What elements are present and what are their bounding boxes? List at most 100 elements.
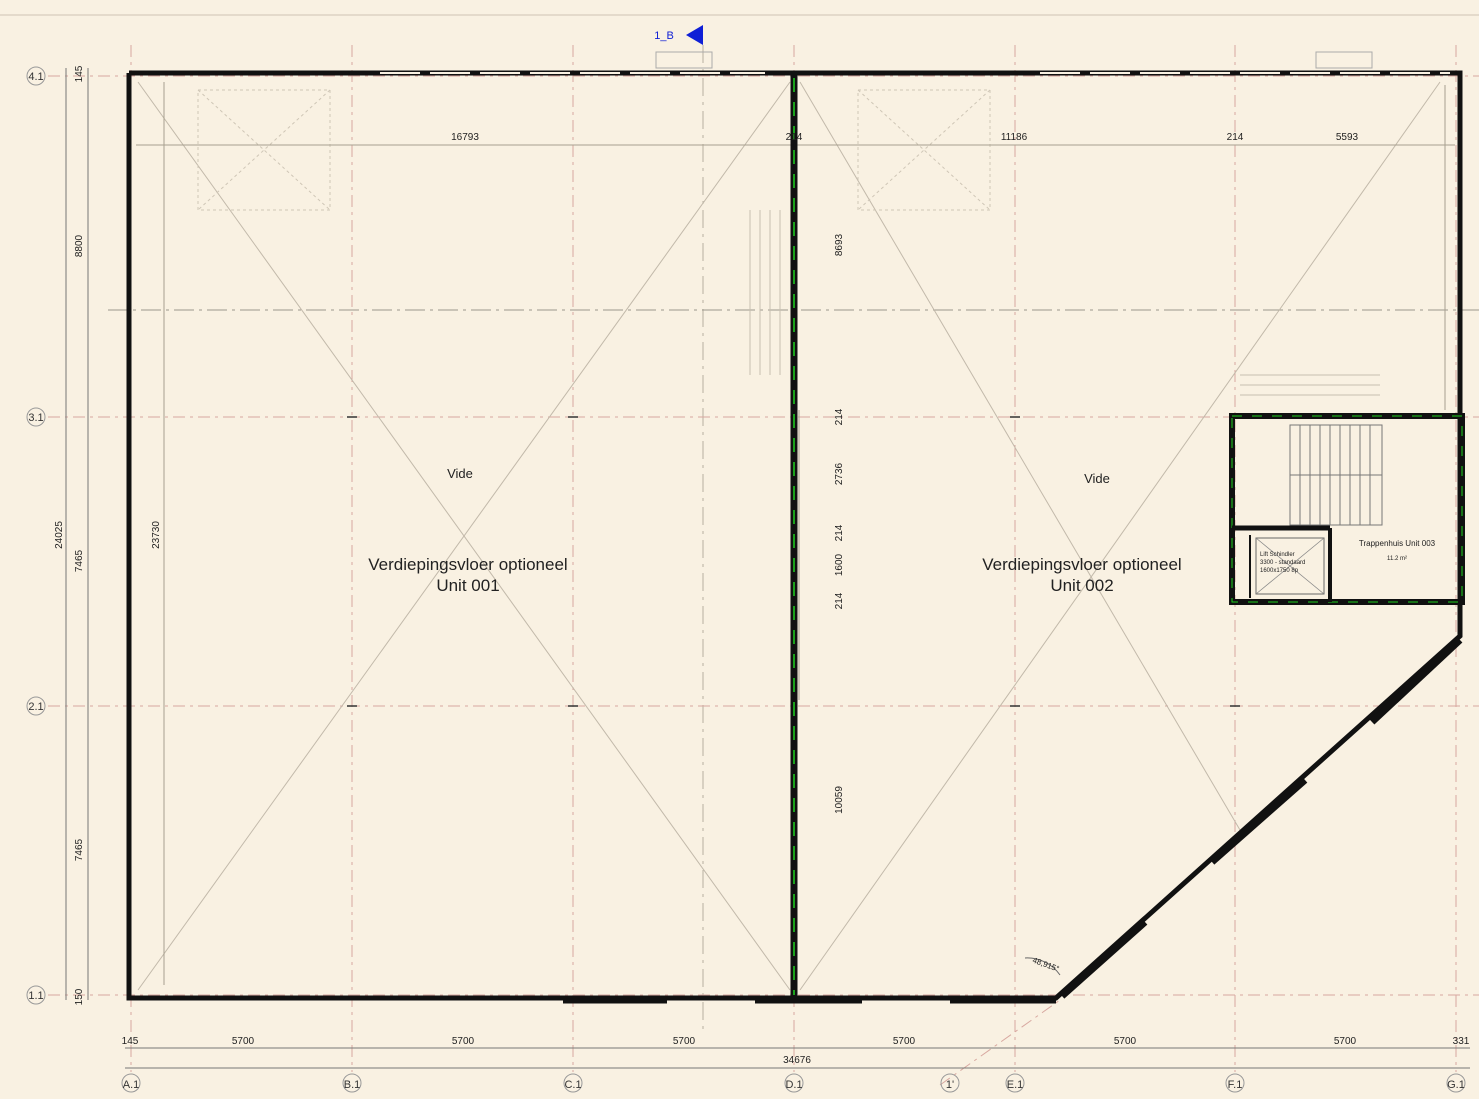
vide-cross-2a bbox=[799, 81, 1241, 831]
lift-line3: 1600x1750 8p bbox=[1260, 568, 1299, 574]
row-label-3: 3.1 bbox=[28, 412, 43, 424]
left-dim-4: 150 bbox=[74, 988, 85, 1005]
grid-bubble-a bbox=[121, 1073, 141, 1093]
stair-stub bbox=[749, 210, 1380, 396]
bottom-dim-total-label: 34676 bbox=[783, 1055, 811, 1066]
stair-core-centerline bbox=[1231, 415, 1463, 603]
lift-car bbox=[1255, 537, 1325, 595]
section-marker-arrow-b bbox=[686, 35, 703, 45]
lift-line1: Lift Schindler bbox=[1260, 552, 1295, 558]
bottom-dim-lines bbox=[125, 1047, 1470, 1069]
grid-label-f: F.1 bbox=[1228, 1079, 1243, 1091]
top-dims: 16793 214 11186 214 5593 bbox=[451, 132, 1358, 143]
grid-bubble-d bbox=[784, 1073, 804, 1093]
mid-dim-2: 2736 bbox=[834, 462, 845, 485]
bottom-dim-2: 5700 bbox=[452, 1036, 475, 1047]
left-dim-0: 145 bbox=[74, 65, 85, 82]
thick-wall-segments bbox=[563, 637, 1463, 1004]
grid-label-1prime: 1' bbox=[946, 1079, 954, 1091]
row-bubble-4 bbox=[26, 66, 46, 86]
lift-diag-b bbox=[1255, 537, 1325, 595]
row-label-1: 1.1 bbox=[28, 990, 43, 1002]
grid-row-bubbles: 4.1 3.1 2.1 1.1 bbox=[26, 66, 46, 1005]
grid-bubble-g bbox=[1446, 1073, 1466, 1093]
grid-bubble-c bbox=[563, 1073, 583, 1093]
top-dim-0: 16793 bbox=[451, 132, 479, 143]
grid-bubble-b bbox=[342, 1073, 362, 1093]
bottom-dim-1: 5700 bbox=[232, 1036, 255, 1047]
unit-001-line1: Verdiepingsvloer optioneel bbox=[368, 555, 567, 574]
left-dim-lines bbox=[65, 68, 89, 1000]
skylight-1 bbox=[197, 89, 331, 211]
grid-label-e: E.1 bbox=[1007, 1079, 1024, 1091]
wall-seg-5 bbox=[1209, 777, 1308, 865]
left-dims: 145 8800 7465 7465 150 24025 23730 bbox=[54, 65, 162, 1005]
unit-002-line1: Verdiepingsvloer optioneel bbox=[982, 555, 1181, 574]
grid-label-g: G.1 bbox=[1447, 1079, 1465, 1091]
unit-001-line2: Unit 001 bbox=[436, 576, 499, 595]
lift-line2: 3300 - standaard bbox=[1260, 560, 1305, 566]
top-dim-3: 214 bbox=[1227, 132, 1244, 143]
row-label-2: 2.1 bbox=[28, 701, 43, 713]
unit-001-vide: Vide bbox=[447, 466, 473, 481]
middle-dims: 8693 214 2736 214 1600 214 10059 bbox=[834, 233, 845, 813]
grid-label-a: A.1 bbox=[123, 1079, 140, 1091]
stair-treads bbox=[1289, 424, 1383, 526]
top-dim-2: 11186 bbox=[1001, 132, 1028, 143]
stair-core-wall bbox=[1229, 413, 1465, 605]
wall-seg-4 bbox=[1059, 919, 1148, 999]
stair-room-area: 11.2 m² bbox=[1387, 556, 1407, 562]
stair-room-name: Trappenhuis Unit 003 bbox=[1359, 539, 1436, 548]
bottom-dims: 145 5700 5700 5700 5700 5700 5700 331 34… bbox=[122, 1036, 1470, 1066]
grid-bubble-e bbox=[1005, 1073, 1025, 1093]
left-dim-total-label: 24025 bbox=[54, 521, 65, 549]
grid-bubble-1prime bbox=[940, 1073, 960, 1093]
grid-line-diagonal bbox=[939, 999, 1061, 1086]
row-label-4: 4.1 bbox=[28, 71, 43, 83]
skylight-2 bbox=[857, 89, 991, 211]
stair-core bbox=[1229, 413, 1465, 605]
section-marker-box-2 bbox=[1315, 51, 1373, 69]
angle-arc bbox=[1024, 957, 1061, 976]
angle-label: 48,915° bbox=[1031, 956, 1060, 974]
top-dim-1: 214 bbox=[786, 132, 803, 143]
unit-002-labels: Vide Verdiepingsvloer optioneel Unit 002 bbox=[982, 471, 1181, 595]
vide-crosses bbox=[137, 81, 1441, 991]
bottom-dim-3: 5700 bbox=[673, 1036, 696, 1047]
bottom-dim-4: 5700 bbox=[893, 1036, 916, 1047]
row-bubble-2 bbox=[26, 696, 46, 716]
section-marker-box bbox=[655, 51, 713, 69]
vide-cross-1b bbox=[137, 81, 791, 991]
unit-001-labels: Vide Verdiepingsvloer optioneel Unit 001 bbox=[368, 466, 567, 595]
grid-bubble-f bbox=[1225, 1073, 1245, 1093]
section-marker[interactable]: 1_B bbox=[654, 25, 1373, 69]
mid-dim-5: 214 bbox=[834, 592, 845, 609]
vide-cross-2b bbox=[799, 81, 1441, 991]
mid-dim-4: 1600 bbox=[834, 553, 845, 576]
left-dim-1: 8800 bbox=[74, 234, 85, 257]
stair-room-labels: Trappenhuis Unit 003 11.2 m² Lift Schind… bbox=[1260, 539, 1436, 574]
unit-002-line2: Unit 002 bbox=[1050, 576, 1113, 595]
wall-seg-6 bbox=[1369, 637, 1463, 725]
section-marker-label: 1_B bbox=[654, 30, 674, 42]
row-bubble-1 bbox=[26, 985, 46, 1005]
bottom-dim-6: 5700 bbox=[1334, 1036, 1357, 1047]
unit-002-vide: Vide bbox=[1084, 471, 1110, 486]
left-dim-3: 7465 bbox=[74, 838, 85, 861]
bottom-dim-0: 145 bbox=[122, 1036, 139, 1047]
bottom-dim-7: 331 bbox=[1453, 1036, 1470, 1047]
bottom-dim-5: 5700 bbox=[1114, 1036, 1137, 1047]
grid-column-bubbles: A.1 B.1 C.1 D.1 1' E.1 F.1 G.1 bbox=[121, 1073, 1466, 1093]
mid-dim-3: 214 bbox=[834, 524, 845, 541]
column-marks bbox=[347, 416, 1240, 707]
grid-label-b: B.1 bbox=[344, 1079, 361, 1091]
mid-dim-6: 10059 bbox=[834, 786, 845, 814]
section-marker-arrow bbox=[686, 25, 703, 35]
left-dim-inner: 23730 bbox=[151, 521, 162, 549]
mid-dim-0: 8693 bbox=[834, 233, 845, 256]
grid-rows bbox=[48, 75, 1479, 996]
grid-label-d: D.1 bbox=[785, 1079, 802, 1091]
left-dim-2: 7465 bbox=[74, 549, 85, 572]
